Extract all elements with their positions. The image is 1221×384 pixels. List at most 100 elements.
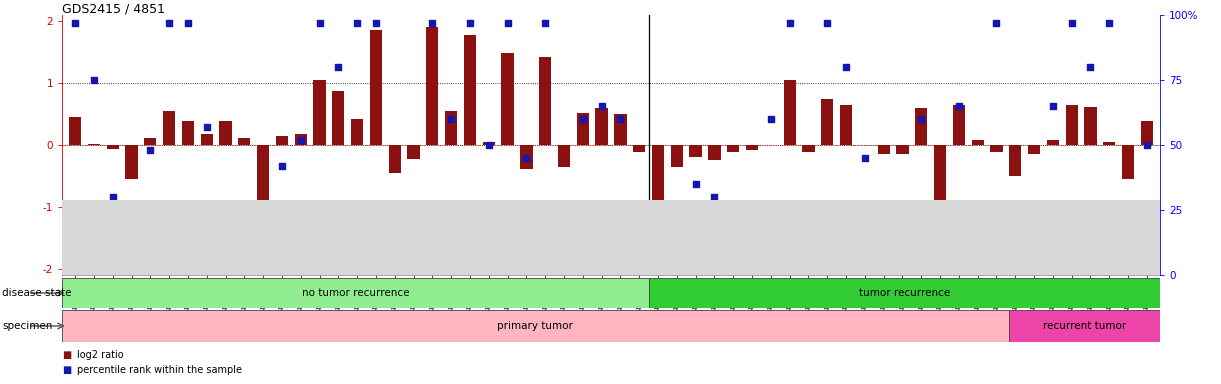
Bar: [520, 145, 532, 169]
Point: [66, 20, 85, 26]
Point: [1099, 20, 1118, 26]
Bar: [1009, 310, 1160, 342]
Point: [836, 64, 856, 70]
Text: no tumor recurrence: no tumor recurrence: [302, 288, 409, 298]
Point: [272, 163, 292, 169]
Point: [291, 137, 310, 143]
Point: [1062, 20, 1082, 26]
Bar: [934, 145, 946, 213]
Text: disease state: disease state: [2, 288, 72, 298]
Bar: [182, 121, 194, 145]
Bar: [1066, 105, 1078, 145]
Point: [893, 238, 912, 244]
Bar: [821, 99, 833, 145]
Bar: [314, 80, 326, 145]
Bar: [840, 105, 852, 145]
Bar: [990, 145, 1002, 152]
Point: [911, 116, 930, 122]
Point: [178, 20, 198, 26]
Text: primary tumor: primary tumor: [497, 321, 573, 331]
Point: [328, 64, 348, 70]
Bar: [276, 136, 288, 145]
Point: [1043, 103, 1062, 109]
Bar: [1046, 140, 1059, 145]
Text: GDS2415 / 4851: GDS2415 / 4851: [62, 2, 165, 15]
Bar: [164, 111, 176, 145]
Point: [366, 20, 386, 26]
Bar: [915, 108, 927, 145]
Bar: [648, 278, 1160, 308]
Bar: [370, 30, 382, 145]
Point: [1137, 142, 1156, 148]
Bar: [294, 134, 306, 145]
Point: [216, 225, 236, 231]
Bar: [62, 310, 1009, 342]
Point: [385, 238, 404, 244]
Point: [949, 103, 968, 109]
Point: [667, 207, 686, 213]
Bar: [408, 145, 420, 159]
Text: log2 ratio: log2 ratio: [77, 350, 123, 360]
Bar: [634, 145, 646, 152]
Point: [1118, 238, 1138, 244]
Bar: [576, 113, 589, 145]
Bar: [144, 137, 156, 145]
Point: [84, 77, 104, 83]
Point: [987, 20, 1006, 26]
Point: [761, 116, 780, 122]
Point: [930, 267, 950, 273]
Bar: [878, 145, 890, 154]
Bar: [746, 145, 758, 150]
Bar: [1084, 107, 1096, 145]
Bar: [596, 108, 608, 145]
Point: [516, 155, 536, 161]
Point: [554, 225, 574, 231]
Point: [442, 116, 462, 122]
Point: [630, 251, 650, 257]
Point: [498, 20, 518, 26]
Text: recurrent tumor: recurrent tumor: [1043, 321, 1126, 331]
Bar: [464, 35, 476, 145]
Bar: [426, 27, 438, 145]
Bar: [652, 145, 664, 252]
Text: specimen: specimen: [2, 321, 53, 331]
Point: [817, 20, 836, 26]
Bar: [446, 111, 458, 145]
Bar: [106, 145, 118, 149]
Bar: [1009, 145, 1021, 176]
Bar: [502, 53, 514, 145]
Bar: [614, 114, 626, 145]
Text: ■: ■: [62, 365, 71, 375]
Point: [310, 20, 330, 26]
Point: [742, 257, 762, 263]
Point: [592, 103, 612, 109]
Bar: [726, 145, 740, 152]
Bar: [70, 117, 82, 145]
Bar: [388, 145, 400, 173]
Point: [197, 124, 216, 130]
Point: [422, 20, 442, 26]
Point: [234, 238, 254, 244]
Bar: [690, 145, 702, 157]
Point: [968, 267, 988, 273]
Bar: [540, 57, 552, 145]
Point: [479, 142, 498, 148]
Point: [254, 259, 274, 265]
Point: [536, 20, 556, 26]
Bar: [238, 137, 250, 145]
Bar: [1103, 142, 1115, 145]
Bar: [258, 145, 270, 225]
Point: [122, 259, 142, 265]
Text: ■: ■: [62, 350, 71, 360]
Point: [648, 259, 668, 265]
Bar: [784, 80, 796, 145]
Point: [160, 20, 179, 26]
Bar: [708, 145, 720, 161]
Bar: [972, 140, 984, 145]
Point: [348, 20, 368, 26]
Point: [103, 194, 122, 200]
Bar: [332, 91, 344, 145]
Point: [855, 155, 874, 161]
Bar: [200, 134, 212, 145]
Point: [799, 246, 818, 252]
